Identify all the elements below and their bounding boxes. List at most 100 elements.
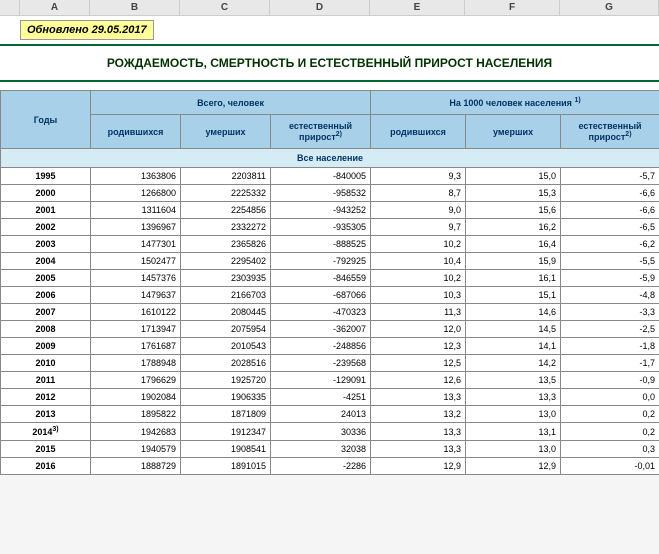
cell-g[interactable]: -0,01 <box>561 458 659 475</box>
cell-g[interactable]: -5,5 <box>561 253 659 270</box>
cell-b[interactable]: 1502477 <box>91 253 181 270</box>
cell-c[interactable]: 2332272 <box>181 219 271 236</box>
col-head-B[interactable]: B <box>90 0 180 15</box>
cell-g[interactable]: -3,3 <box>561 304 659 321</box>
cell-b[interactable]: 1457376 <box>91 270 181 287</box>
cell-e[interactable]: 11,3 <box>371 304 466 321</box>
cell-g[interactable]: -6,6 <box>561 185 659 202</box>
cell-e[interactable]: 9,7 <box>371 219 466 236</box>
cell-g[interactable]: -5,7 <box>561 168 659 185</box>
cell-e[interactable]: 12,5 <box>371 355 466 372</box>
section-all-population[interactable]: Все население <box>1 149 659 168</box>
cell-year[interactable]: 2000 <box>1 185 91 202</box>
cell-d[interactable]: 32038 <box>271 441 371 458</box>
cell-f[interactable]: 15,1 <box>466 287 561 304</box>
table-row[interactable]: 200817139472075954-36200712,014,5-2,5 <box>1 321 659 338</box>
cell-c[interactable]: 2010543 <box>181 338 271 355</box>
cell-g[interactable]: -6,5 <box>561 219 659 236</box>
cell-year[interactable]: 2016 <box>1 458 91 475</box>
cell-c[interactable]: 2365826 <box>181 236 271 253</box>
th-died-2[interactable]: умерших <box>466 115 561 149</box>
cell-f[interactable]: 13,0 <box>466 441 561 458</box>
cell-f[interactable]: 14,5 <box>466 321 561 338</box>
th-natural-2[interactable]: естественный прирост2) <box>561 115 659 149</box>
cell-e[interactable]: 8,7 <box>371 185 466 202</box>
cell-b[interactable]: 1363806 <box>91 168 181 185</box>
cell-year[interactable]: 2007 <box>1 304 91 321</box>
cell-d[interactable]: -362007 <box>271 321 371 338</box>
cell-year[interactable]: 2009 <box>1 338 91 355</box>
cell-d[interactable]: -470323 <box>271 304 371 321</box>
cell-f[interactable]: 14,1 <box>466 338 561 355</box>
cell-f[interactable]: 16,1 <box>466 270 561 287</box>
cell-f[interactable]: 15,3 <box>466 185 561 202</box>
cell-d[interactable]: -943252 <box>271 202 371 219</box>
cell-e[interactable]: 9,0 <box>371 202 466 219</box>
cell-year[interactable]: 2011 <box>1 372 91 389</box>
cell-b[interactable]: 1888729 <box>91 458 181 475</box>
cell-f[interactable]: 14,2 <box>466 355 561 372</box>
cell-year[interactable]: 2010 <box>1 355 91 372</box>
th-years[interactable]: Годы <box>1 91 91 149</box>
cell-e[interactable]: 10,4 <box>371 253 466 270</box>
cell-d[interactable]: -840005 <box>271 168 371 185</box>
cell-year[interactable]: 1995 <box>1 168 91 185</box>
cell-f[interactable]: 12,9 <box>466 458 561 475</box>
cell-e[interactable]: 12,0 <box>371 321 466 338</box>
cell-f[interactable]: 15,6 <box>466 202 561 219</box>
cell-year[interactable]: 2008 <box>1 321 91 338</box>
col-head-E[interactable]: E <box>370 0 465 15</box>
cell-g[interactable]: 0,3 <box>561 441 659 458</box>
cell-b[interactable]: 1713947 <box>91 321 181 338</box>
cell-g[interactable]: -0,9 <box>561 372 659 389</box>
cell-d[interactable]: -687066 <box>271 287 371 304</box>
col-head-G[interactable]: G <box>560 0 659 15</box>
table-row[interactable]: 200514573762303935-84655910,216,1-5,9 <box>1 270 659 287</box>
cell-f[interactable]: 15,0 <box>466 168 561 185</box>
table-row[interactable]: 200415024772295402-79292510,415,9-5,5 <box>1 253 659 270</box>
cell-d[interactable]: -958532 <box>271 185 371 202</box>
cell-b[interactable]: 1796629 <box>91 372 181 389</box>
cell-year[interactable]: 2004 <box>1 253 91 270</box>
cell-g[interactable]: -2,5 <box>561 321 659 338</box>
table-row[interactable]: 200716101222080445-47032311,314,6-3,3 <box>1 304 659 321</box>
cell-e[interactable]: 12,3 <box>371 338 466 355</box>
cell-g[interactable]: -1,8 <box>561 338 659 355</box>
cell-f[interactable]: 13,0 <box>466 406 561 423</box>
col-head-F[interactable]: F <box>465 0 560 15</box>
cell-c[interactable]: 2080445 <box>181 304 271 321</box>
cell-b[interactable]: 1895822 <box>91 406 181 423</box>
cell-year[interactable]: 2012 <box>1 389 91 406</box>
cell-g[interactable]: -1,7 <box>561 355 659 372</box>
cell-b[interactable]: 1610122 <box>91 304 181 321</box>
cell-d[interactable]: -935305 <box>271 219 371 236</box>
cell-b[interactable]: 1942683 <box>91 423 181 441</box>
cell-e[interactable]: 13,3 <box>371 441 466 458</box>
cell-year[interactable]: 2013 <box>1 406 91 423</box>
cell-g[interactable]: -6,2 <box>561 236 659 253</box>
cell-e[interactable]: 12,9 <box>371 458 466 475</box>
cell-c[interactable]: 1906335 <box>181 389 271 406</box>
cell-year[interactable]: 2006 <box>1 287 91 304</box>
cell-d[interactable]: -2286 <box>271 458 371 475</box>
cell-d[interactable]: -792925 <box>271 253 371 270</box>
cell-c[interactable]: 1908541 <box>181 441 271 458</box>
cell-f[interactable]: 13,3 <box>466 389 561 406</box>
cell-year[interactable]: 2015 <box>1 441 91 458</box>
cell-c[interactable]: 2166703 <box>181 287 271 304</box>
cell-b[interactable]: 1311604 <box>91 202 181 219</box>
cell-c[interactable]: 2028516 <box>181 355 271 372</box>
table-row[interactable]: 20143)194268319123473033613,313,10,2 <box>1 423 659 441</box>
cell-b[interactable]: 1266800 <box>91 185 181 202</box>
cell-d[interactable]: 24013 <box>271 406 371 423</box>
cell-e[interactable]: 9,3 <box>371 168 466 185</box>
cell-g[interactable]: -5,9 <box>561 270 659 287</box>
cell-year[interactable]: 2005 <box>1 270 91 287</box>
cell-g[interactable]: -4,8 <box>561 287 659 304</box>
cell-f[interactable]: 16,2 <box>466 219 561 236</box>
th-died-1[interactable]: умерших <box>181 115 271 149</box>
cell-f[interactable]: 14,6 <box>466 304 561 321</box>
cell-year[interactable]: 2002 <box>1 219 91 236</box>
cell-g[interactable]: 0,0 <box>561 389 659 406</box>
cell-d[interactable]: -4251 <box>271 389 371 406</box>
